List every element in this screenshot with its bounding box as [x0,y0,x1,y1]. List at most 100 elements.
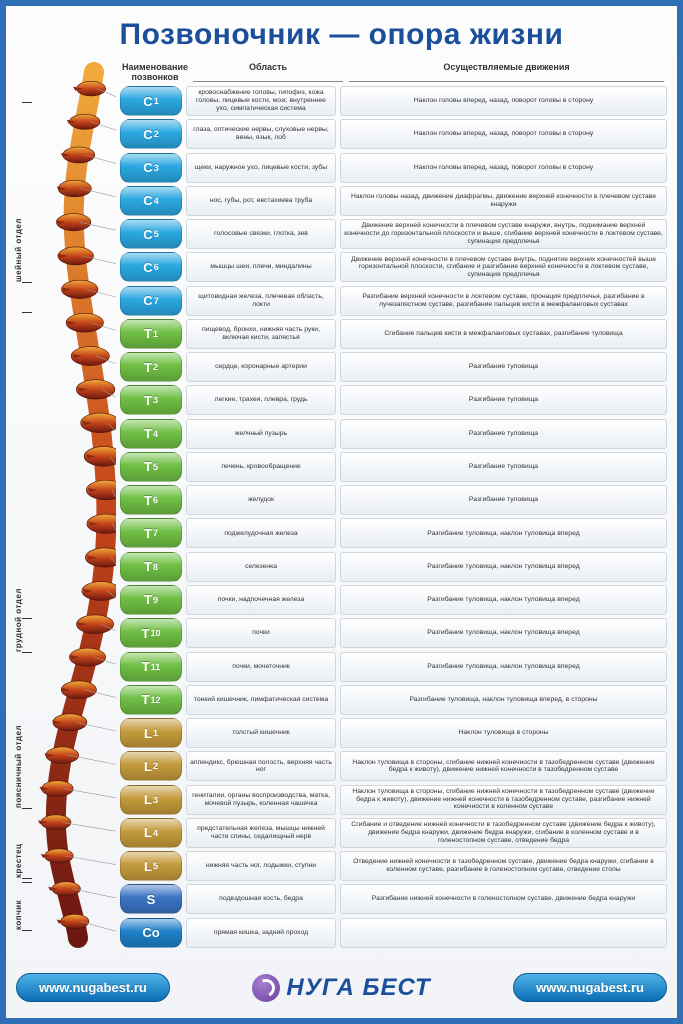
area-cell: желчный пузырь [186,419,336,449]
spine-illustration [16,62,116,948]
vertebra-badge-T4: T4 [120,419,182,449]
footer-url-left: www.nugabest.ru [16,973,170,1002]
movement-cell: Наклон головы назад, движение диафрагмы,… [340,186,667,216]
vertebra-badge-T8: T8 [120,552,182,582]
brand-icon [252,974,280,1002]
movement-cell: Движение верхней конечности в плечевом с… [340,252,667,282]
vertebra-badge-L5: L5 [120,851,182,881]
table-row: Coпрямая кишка, задний проход [120,918,667,948]
table-row: T11почки, мочеточникРазгибание туловища,… [120,652,667,682]
area-cell: кровоснабжение головы, ги­пофиз, кожа го… [186,86,336,116]
table-row: T3легкие, трахея, плевра, грудьРазгибани… [120,385,667,415]
vertebra-badge-C4: C4 [120,186,182,216]
area-cell: пищевод, бронхи, нижняя часть руки, вклю… [186,319,336,349]
spine-region-label: грудной отдел [14,312,23,652]
movement-cell: Разгибание туловища, наклон туловища впе… [340,518,667,548]
table-body: C1кровоснабжение головы, ги­пофиз, кожа … [120,86,667,948]
movement-cell: Разгибание верхней конечности в локтевом… [340,286,667,316]
table-row: C6мышцы шеи, плечи, миндалиныДвижение ве… [120,252,667,282]
table-row: T5печень, кровообращениеРазгибание тулов… [120,452,667,482]
movement-cell: Наклон туловища в стороны, сгибание нижн… [340,785,667,815]
table-row: T10почкиРазгибание туловища, наклон туло… [120,618,667,648]
area-cell: толстый кишечник [186,718,336,748]
area-cell: нос, губы, рот, евстахиева труба [186,186,336,216]
movement-cell: Наклон головы вперед, назад, поворот гол… [340,153,667,183]
vertebra-badge-T12: T12 [120,685,182,715]
table-row: L3гениталии, органы воспроизводства, мат… [120,785,667,815]
table-row: L5нижняя часть ног, лодыжки, ступниОтвед… [120,851,667,881]
vertebra-badge-T10: T10 [120,618,182,648]
movement-cell: Разгибание туловища [340,352,667,382]
col-header-area: Область [193,62,343,82]
col-header-name: Наименование позвонков [120,62,190,82]
area-cell: подвздошная кость, бедра [186,884,336,914]
spine-region-label: копчик [14,882,23,930]
vertebra-badge-C6: C6 [120,252,182,282]
table-row: T4желчный пузырьРазгибание туловища [120,419,667,449]
movement-cell: Разгибание туловища, наклон туловища впе… [340,585,667,615]
area-cell: поджелудочная железа [186,518,336,548]
poster-frame: Позвоночник — опора жизни шейный отдел гр… [0,0,683,1024]
table-row: T1пищевод, бронхи, нижняя часть руки, вк… [120,319,667,349]
table-row: T8селезенкаРазгибание туловища, наклон т… [120,552,667,582]
spine-region-label: поясничный отдел [14,618,23,808]
area-cell: щеки, наружное ухо, лице­вые кости, зубы [186,153,336,183]
movement-cell: Наклон головы вперед, назад, поворот гол… [340,86,667,116]
vertebra-badge-L3: L3 [120,785,182,815]
area-cell: голосовые связки, глотка, зев [186,219,336,249]
movement-cell: Разгибание туловища [340,385,667,415]
table-row: C4нос, губы, рот, евстахиева трубаНаклон… [120,186,667,216]
vertebra-badge-T11: T11 [120,652,182,682]
movement-cell: Движение верхней конечности в плечевом с… [340,219,667,249]
vertebra-badge-T5: T5 [120,452,182,482]
table-row: C3щеки, наружное ухо, лице­вые кости, зу… [120,153,667,183]
area-cell: желудок [186,485,336,515]
movement-cell: Наклон головы вперед, назад, поворот гол… [340,119,667,149]
table-row: T6желудокРазгибание туловища [120,485,667,515]
spine-region-label: шейный отдел [14,102,23,282]
vertebra-badge-T6: T6 [120,485,182,515]
area-cell: щитовидная железа, плечевая область, лок… [186,286,336,316]
poster-footer: www.nugabest.ru НУГА БЕСТ www.nugabest.r… [16,973,667,1002]
vertebra-badge-T3: T3 [120,385,182,415]
vertebra-badge-T1: T1 [120,319,182,349]
table-row: C1кровоснабжение головы, ги­пофиз, кожа … [120,86,667,116]
table-row: T12тонкий кишечник, лимфатическая систем… [120,685,667,715]
area-cell: прямая кишка, задний проход [186,918,336,948]
table-row: L1толстый кишечникНаклон туловища в стор… [120,718,667,748]
area-cell: тонкий кишечник, лимфатическая система [186,685,336,715]
movement-cell [340,918,667,948]
movement-cell: Наклон туловища в стороны [340,718,667,748]
vertebra-badge-C3: C3 [120,153,182,183]
area-cell: печень, кровообращение [186,452,336,482]
movement-cell: Наклон туловища в стороны, сгибание нижн… [340,751,667,781]
table-row: C7щитовидная железа, плечевая область, л… [120,286,667,316]
area-cell: почки [186,618,336,648]
movement-cell: Отведение нижней конечности в тазобедрен… [340,851,667,881]
brand-logo: НУГА БЕСТ [252,974,430,1002]
poster-title: Позвоночник — опора жизни [16,18,667,52]
vertebra-badge-C2: C2 [120,119,182,149]
area-cell: почки, надпочечная железа [186,585,336,615]
movement-cell: Сгибание пальцев кисти в межфаланговых с… [340,319,667,349]
table-row: T9почки, надпочечная железаРазгибание ту… [120,585,667,615]
spine-region-label: крестец [14,808,23,878]
content-area: шейный отдел грудной отделпоясничный отде… [16,62,667,948]
vertebra-badge-L4: L4 [120,818,182,848]
vertebra-badge-T9: T9 [120,585,182,615]
vertebra-badge-L2: L2 [120,751,182,781]
area-cell: нижняя часть ног, лодыжки, ступни [186,851,336,881]
movement-cell: Разгибание туловища, наклон туловища впе… [340,552,667,582]
table-row: T2сердце, коронарные артерииРазгибание т… [120,352,667,382]
vertebra-badge-S: S [120,884,182,914]
movement-cell: Разгибание туловища [340,485,667,515]
vertebra-badge-T2: T2 [120,352,182,382]
footer-url-right: www.nugabest.ru [513,973,667,1002]
table-row: C2глаза, оптические нервы, слуховые нерв… [120,119,667,149]
vertebra-badge-L1: L1 [120,718,182,748]
movement-cell: Сгибание и отведение нижней конечности в… [340,818,667,848]
table-row: L2аппендикс, брюшная по­лость, верхняя ч… [120,751,667,781]
movement-cell: Разгибание туловища, наклон туловища впе… [340,652,667,682]
movement-cell: Разгибание туловища [340,452,667,482]
table-row: L4предстательная железа, мышцы нижней ча… [120,818,667,848]
